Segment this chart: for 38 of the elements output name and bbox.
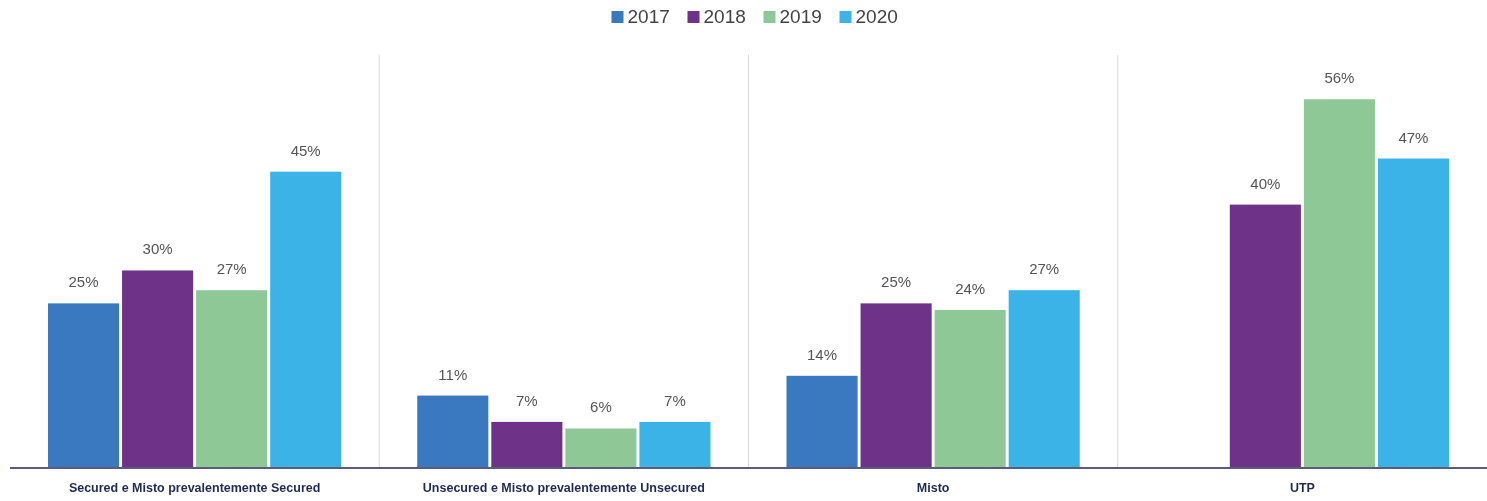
legend-label: 2018 xyxy=(703,6,746,27)
legend-label: 2019 xyxy=(779,6,822,27)
x-tick-label: Secured e Misto prevalentemente Secured xyxy=(68,481,321,495)
bar xyxy=(196,290,268,468)
data-label: 24% xyxy=(955,279,986,297)
bar xyxy=(1229,204,1301,468)
bar xyxy=(270,171,342,468)
x-tick-label: Misto xyxy=(916,481,950,495)
data-label: 47% xyxy=(1398,128,1429,146)
data-label: 7% xyxy=(516,391,538,409)
bar xyxy=(1377,158,1449,468)
bar xyxy=(786,375,858,468)
data-label: 6% xyxy=(590,398,612,416)
bar xyxy=(491,421,563,468)
bar xyxy=(565,428,637,468)
bar xyxy=(639,421,711,468)
legend-label: 2017 xyxy=(627,6,670,27)
data-label: 30% xyxy=(142,240,173,258)
legend-label: 2020 xyxy=(855,6,898,27)
bar xyxy=(1303,99,1375,468)
bar xyxy=(417,395,489,468)
bar xyxy=(860,303,932,468)
data-label: 56% xyxy=(1324,69,1355,87)
data-label: 40% xyxy=(1250,174,1281,192)
data-label: 45% xyxy=(290,141,321,159)
x-tick-label: Unsecured e Misto prevalentemente Unsecured xyxy=(422,481,705,495)
data-label: 25% xyxy=(881,273,912,291)
data-label: 7% xyxy=(664,391,686,409)
bar xyxy=(48,303,120,468)
data-label: 14% xyxy=(807,345,838,363)
x-tick-label: UTP xyxy=(1289,481,1315,495)
data-label: 11% xyxy=(438,365,468,383)
data-label: 25% xyxy=(68,273,99,291)
bar xyxy=(934,309,1006,468)
bar xyxy=(1008,290,1080,468)
data-label: 27% xyxy=(1029,260,1060,278)
data-label: 27% xyxy=(216,260,247,278)
bar xyxy=(122,270,194,468)
